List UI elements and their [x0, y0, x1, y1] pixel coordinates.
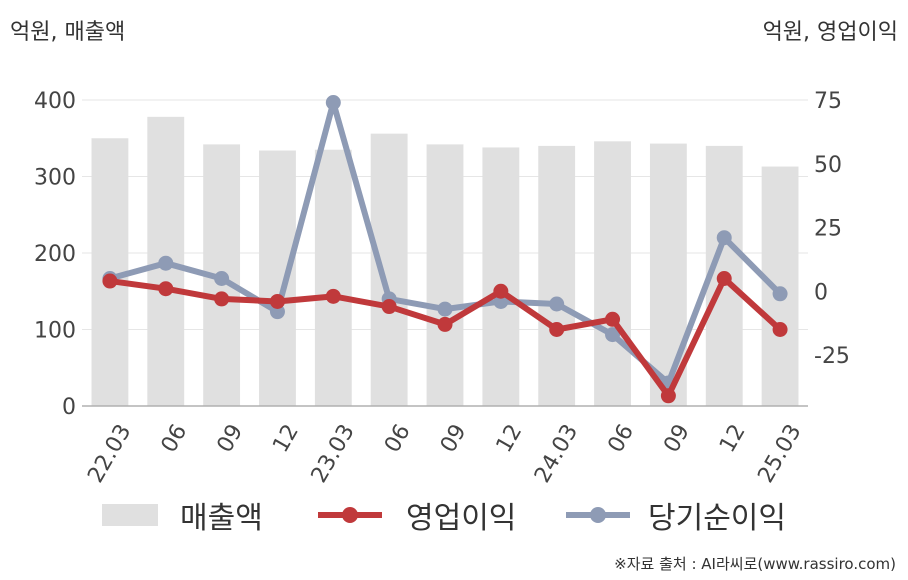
x-tick-label: 22.03 [83, 420, 136, 487]
x-tick-label: 12 [715, 420, 751, 457]
revenue-bar [259, 150, 296, 406]
left-tick-label: 300 [34, 166, 76, 191]
operating-profit-point [437, 316, 453, 332]
legend-swatch-revenue [102, 504, 158, 526]
operating-profit-point [772, 322, 788, 337]
revenue-bar [426, 144, 464, 406]
net-income-point [158, 255, 174, 271]
operating-profit-point [214, 291, 230, 307]
right-axis-unit-label: 억원, 영업이익 [762, 20, 898, 45]
net-income-point [549, 296, 565, 312]
x-tick-label: 06 [380, 420, 416, 457]
x-tick-label: 23.03 [307, 420, 360, 487]
legend-label-revenue: 매출액 [180, 501, 263, 536]
operating-profit-point [102, 273, 118, 289]
chart-legend: 매출액 영업이익 당기순이익 [0, 490, 908, 540]
left-tick-label: 100 [34, 319, 76, 344]
right-tick-label: 25 [814, 217, 842, 242]
x-tick-label: 09 [436, 420, 472, 457]
revenue-bar [482, 147, 520, 406]
operating-profit-point [493, 283, 509, 299]
net-income-point [605, 327, 621, 343]
x-tick-label: 12 [268, 420, 304, 457]
x-tick-label: 06 [157, 420, 193, 457]
legend-item-operating-profit: 영업이익 [318, 490, 516, 540]
x-tick-label: 24.03 [530, 420, 583, 487]
operating-profit-point [660, 388, 676, 404]
operating-profit-point [158, 281, 174, 297]
legend-item-net-income: 당기순이익 [566, 490, 786, 540]
revenue-bar [314, 149, 352, 406]
legend-item-revenue: 매출액 [102, 490, 263, 540]
right-tick-label: -25 [814, 344, 850, 369]
x-tick-label: 09 [212, 420, 248, 457]
legend-label-operating-profit: 영업이익 [406, 501, 517, 536]
legend-swatch-net-income [566, 507, 630, 523]
left-tick-label: 0 [62, 395, 76, 420]
operating-profit-point [325, 288, 341, 304]
net-income-point [437, 301, 453, 317]
operating-profit-point [605, 311, 621, 327]
operating-profit-point [381, 299, 397, 315]
revenue-bar [538, 145, 576, 406]
revenue-bar [594, 141, 631, 406]
legend-label-net-income: 당기순이익 [648, 501, 786, 536]
operating-profit-point [716, 271, 732, 286]
net-income-point [325, 95, 341, 111]
x-tick-label: 12 [492, 420, 528, 457]
source-credit: ※자료 출처 : AI라씨로(www.rassiro.com) [614, 555, 896, 573]
revenue-bar [761, 166, 799, 406]
net-income-point [716, 230, 732, 246]
x-tick-label: 09 [659, 420, 695, 457]
revenue-bar [370, 133, 408, 406]
operating-profit-point [549, 322, 565, 337]
operating-profit-point [269, 293, 285, 309]
left-tick-label: 400 [34, 89, 76, 114]
legend-swatch-operating-profit [318, 507, 382, 523]
net-income-point [772, 286, 788, 302]
left-axis-unit-label: 억원, 매출액 [10, 20, 126, 45]
left-tick-label: 200 [34, 242, 76, 267]
net-income-point [214, 271, 230, 286]
x-tick-label: 25.03 [753, 420, 806, 487]
x-tick-label: 06 [603, 420, 639, 457]
right-tick-label: 0 [814, 280, 828, 305]
right-tick-label: 50 [814, 153, 842, 178]
right-tick-label: 75 [814, 89, 842, 114]
revenue-bar [649, 143, 687, 407]
